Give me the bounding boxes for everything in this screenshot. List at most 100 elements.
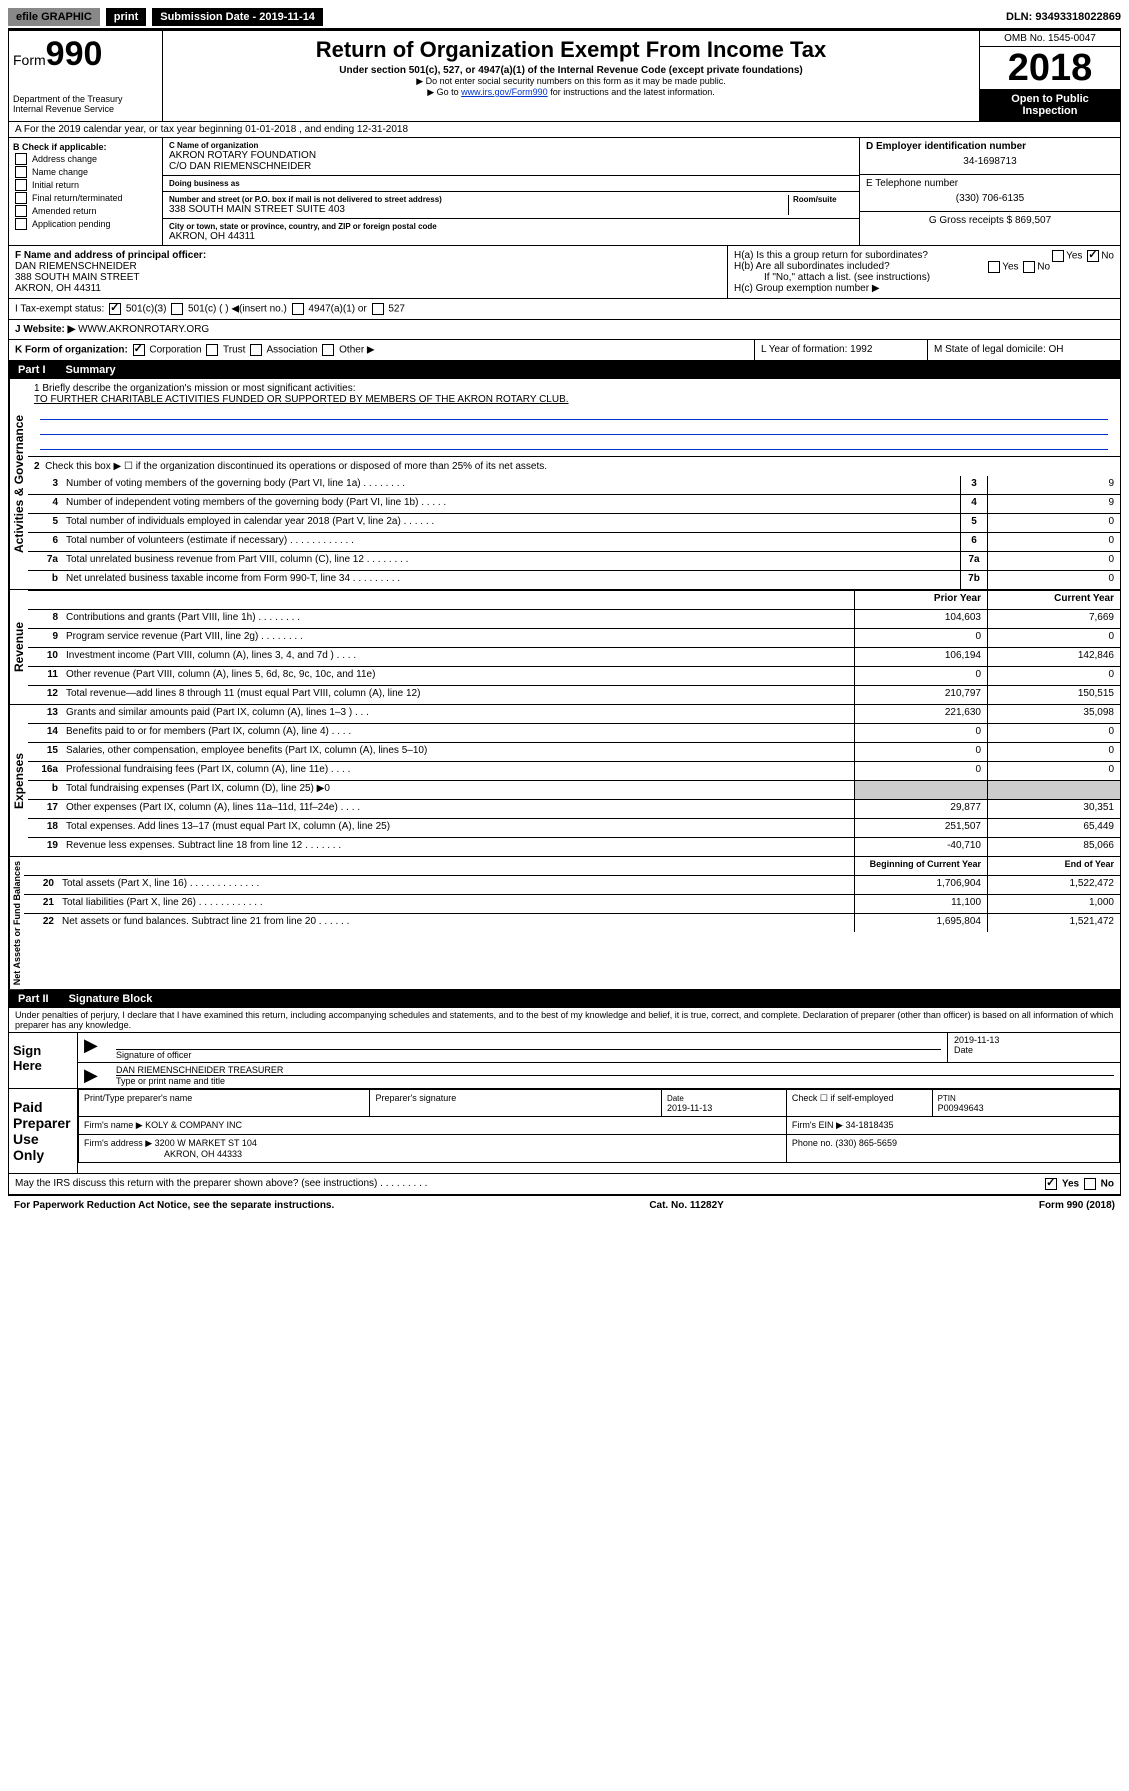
ha-no[interactable]	[1087, 250, 1099, 262]
current-val: 0	[987, 724, 1120, 742]
instructions-link[interactable]: www.irs.gov/Form990	[461, 87, 548, 97]
table-row: bNet unrelated business taxable income f…	[28, 571, 1120, 589]
chk-assoc[interactable]	[250, 344, 262, 356]
ha-yes[interactable]	[1052, 250, 1064, 262]
line-desc: Net unrelated business taxable income fr…	[62, 571, 960, 589]
paid-label: Paid Preparer Use Only	[9, 1089, 78, 1173]
chk-address[interactable]	[15, 153, 27, 165]
line-desc: Total revenue—add lines 8 through 11 (mu…	[62, 686, 854, 704]
table-row: 4Number of independent voting members of…	[28, 495, 1120, 514]
chk-trust[interactable]	[206, 344, 218, 356]
line-desc: Number of independent voting members of …	[62, 495, 960, 513]
hc-row: H(c) Group exemption number ▶	[734, 283, 1114, 294]
line-desc: Net assets or fund balances. Subtract li…	[58, 914, 854, 932]
officer-name: DAN RIEMENSCHNEIDER	[15, 261, 721, 272]
lbl-amended: Amended return	[32, 206, 97, 216]
table-row: 14Benefits paid to or for members (Part …	[28, 724, 1120, 743]
hb-no-lbl: No	[1037, 262, 1050, 273]
lbl-other: Other ▶	[339, 345, 374, 356]
line-num: 10	[28, 648, 62, 666]
hdr-begin: Beginning of Current Year	[854, 857, 987, 875]
line-num: 6	[28, 533, 62, 551]
prior-val: 0	[854, 629, 987, 647]
line-desc: Other expenses (Part IX, column (A), lin…	[62, 800, 854, 818]
prior-val: 1,695,804	[854, 914, 987, 932]
line-desc: Program service revenue (Part VIII, line…	[62, 629, 854, 647]
form-subtitle: Under section 501(c), 527, or 4947(a)(1)…	[167, 65, 975, 76]
footer-mid: Cat. No. 11282Y	[649, 1200, 723, 1211]
chk-4947[interactable]	[292, 303, 304, 315]
side-revenue: Revenue	[9, 590, 28, 704]
current-val: 1,521,472	[987, 914, 1120, 932]
chk-final[interactable]	[15, 192, 27, 204]
line-num: 22	[24, 914, 58, 932]
firm-ein: 34-1818435	[846, 1120, 894, 1130]
blank-desc2	[58, 857, 854, 875]
line-box: 7b	[960, 571, 987, 589]
hdr-end: End of Year	[987, 857, 1120, 875]
note-2: ▶ Go to www.irs.gov/Form990 for instruct…	[167, 87, 975, 98]
open-inspection: Open to Public Inspection	[980, 89, 1120, 121]
prep-h5: PTIN	[938, 1094, 956, 1103]
omb-number: OMB No. 1545-0047	[980, 31, 1120, 47]
print-btn[interactable]: print	[106, 8, 146, 26]
name-label: Type or print name and title	[116, 1076, 1114, 1086]
dba-label: Doing business as	[169, 179, 853, 188]
blank-num	[28, 591, 62, 609]
line-desc: Benefits paid to or for members (Part IX…	[62, 724, 854, 742]
part1-title: Summary	[66, 364, 116, 376]
table-row: 15Salaries, other compensation, employee…	[28, 743, 1120, 762]
city-label: City or town, state or province, country…	[169, 222, 853, 231]
table-row: 6Total number of volunteers (estimate if…	[28, 533, 1120, 552]
discuss-yes[interactable]	[1045, 1178, 1057, 1190]
line-val: 9	[987, 476, 1120, 494]
line-val: 0	[987, 552, 1120, 570]
chk-application[interactable]	[15, 218, 27, 230]
line-desc: Total unrelated business revenue from Pa…	[62, 552, 960, 570]
chk-527[interactable]	[372, 303, 384, 315]
g-label: G Gross receipts $ 869,507	[866, 215, 1114, 226]
efile-btn[interactable]: efile GRAPHIC	[8, 8, 100, 26]
chk-initial[interactable]	[15, 179, 27, 191]
lbl-initial: Initial return	[32, 180, 79, 190]
chk-501c[interactable]	[171, 303, 183, 315]
line-num: 20	[24, 876, 58, 894]
table-row: 11Other revenue (Part VIII, column (A), …	[28, 667, 1120, 686]
phone: (330) 706-6135	[866, 189, 1114, 208]
discuss-no[interactable]	[1084, 1178, 1096, 1190]
chk-501c3[interactable]	[109, 303, 121, 315]
table-row: 10Investment income (Part VIII, column (…	[28, 648, 1120, 667]
current-val	[987, 781, 1120, 799]
current-val: 142,846	[987, 648, 1120, 666]
street: 338 SOUTH MAIN STREET SUITE 403	[169, 204, 788, 215]
current-val: 65,449	[987, 819, 1120, 837]
officer-city: AKRON, OH 44311	[15, 283, 721, 294]
hb-yes[interactable]	[988, 261, 1000, 273]
line-num: 12	[28, 686, 62, 704]
line-box: 7a	[960, 552, 987, 570]
prior-val: 0	[854, 743, 987, 761]
hb-no[interactable]	[1023, 261, 1035, 273]
table-row: 9Program service revenue (Part VIII, lin…	[28, 629, 1120, 648]
chk-name[interactable]	[15, 166, 27, 178]
line-desc: Total expenses. Add lines 13–17 (must eq…	[62, 819, 854, 837]
table-row: 20Total assets (Part X, line 16) . . . .…	[24, 876, 1120, 895]
line-num: 16a	[28, 762, 62, 780]
chk-corp[interactable]	[133, 344, 145, 356]
expenses-section: Expenses 13Grants and similar amounts pa…	[8, 705, 1121, 857]
form-title: Return of Organization Exempt From Incom…	[167, 37, 975, 63]
chk-other[interactable]	[322, 344, 334, 356]
ha-yes-lbl: Yes	[1066, 251, 1082, 262]
prep-date: 2019-11-13	[667, 1103, 712, 1113]
line-desc: Total number of volunteers (estimate if …	[62, 533, 960, 551]
footer-left: For Paperwork Reduction Act Notice, see …	[14, 1200, 334, 1211]
firm-addr: 3200 W MARKET ST 104	[155, 1138, 257, 1148]
chk-amended[interactable]	[15, 205, 27, 217]
fill-1	[40, 407, 1108, 420]
discuss-text: May the IRS discuss this return with the…	[15, 1178, 1043, 1190]
line-num: 4	[28, 495, 62, 513]
city: AKRON, OH 44311	[169, 231, 853, 242]
prior-val: 0	[854, 667, 987, 685]
side-expenses: Expenses	[9, 705, 28, 856]
line-box: 3	[960, 476, 987, 494]
